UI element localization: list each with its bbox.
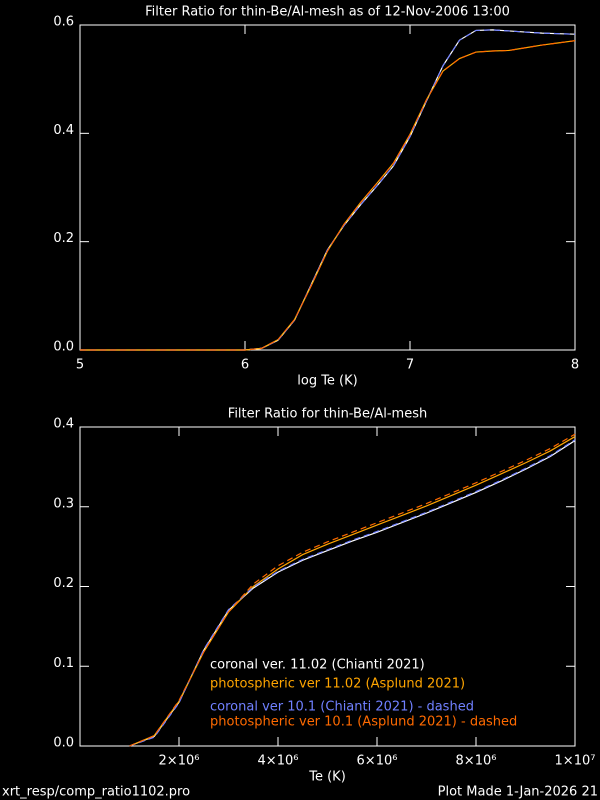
y-tick-label: 0.2: [53, 576, 74, 591]
x-axis-label: Te (K): [308, 770, 346, 785]
plot-frame: [79, 426, 576, 747]
legend-entry: photospheric ver 11.02 (Asplund 2021): [210, 677, 465, 692]
x-tick-label: 8×10⁶: [456, 754, 497, 769]
series-line: [129, 440, 576, 747]
x-tick-label: 2×10⁶: [159, 754, 200, 769]
footer-left: xrt_resp/comp_ratio1102.pro: [2, 785, 190, 800]
x-tick-label: 1×10⁷: [555, 754, 596, 769]
series-line: [80, 40, 576, 351]
legend-entry: photospheric ver 10.1 (Asplund 2021) - d…: [210, 715, 517, 730]
series-line: [80, 40, 576, 351]
x-tick-label: 7: [406, 358, 414, 373]
y-tick-label: 0.3: [53, 496, 74, 511]
y-tick-label: 0.2: [53, 231, 74, 246]
legend-entry: coronal ver. 11.02 (Chianti 2021): [210, 658, 425, 673]
x-tick-label: 5: [76, 358, 84, 373]
y-tick-label: 0.0: [53, 736, 74, 751]
x-tick-label: 8: [571, 358, 579, 373]
chart-title: Filter Ratio for thin-Be/Al-mesh: [228, 407, 427, 422]
x-tick-label: 6×10⁶: [357, 754, 398, 769]
footer-right: Plot Made 1-Jan-2026 21: [438, 785, 598, 800]
x-tick-label: 6: [241, 358, 249, 373]
y-tick-label: 0.6: [53, 15, 74, 30]
x-tick-label: 4×10⁶: [258, 754, 299, 769]
x-axis-label: log Te (K): [297, 374, 357, 389]
chart-title: Filter Ratio for thin-Be/Al-mesh as of 1…: [145, 5, 510, 20]
plot-frame: [79, 24, 576, 351]
y-tick-label: 0.1: [53, 656, 74, 671]
series-line: [129, 433, 576, 747]
series-line: [80, 29, 576, 351]
y-tick-label: 0.4: [53, 123, 74, 138]
y-tick-label: 0.0: [53, 340, 74, 355]
series-line: [80, 29, 576, 351]
y-tick-label: 0.4: [53, 417, 74, 432]
legend-entry: coronal ver 10.1 (Chianti 2021) - dashed: [210, 700, 474, 715]
